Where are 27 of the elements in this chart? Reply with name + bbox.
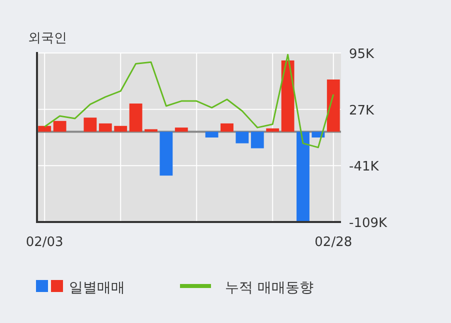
x-tick-label: 02/28	[314, 235, 352, 250]
bar	[205, 132, 218, 138]
y-tick-label: 95K	[349, 47, 375, 62]
chart-title: 외국인	[28, 31, 67, 46]
bar	[220, 123, 234, 132]
line-series	[44, 54, 334, 148]
bar	[53, 120, 66, 132]
bar	[114, 126, 128, 132]
bar	[236, 132, 249, 144]
legend-label: 누적 매매동향	[225, 280, 314, 296]
y-tick-label: 27K	[349, 103, 375, 118]
bar	[281, 60, 294, 132]
bar	[84, 118, 97, 132]
bar	[296, 132, 310, 222]
bar	[250, 132, 264, 148]
y-tick-label: -41K	[349, 160, 380, 175]
bar	[326, 80, 340, 132]
x-tick-label: 02/03	[26, 235, 64, 250]
bar	[160, 132, 173, 176]
bar	[98, 123, 112, 132]
y-tick-label: -109K	[349, 216, 388, 231]
legend-label: 일별매매	[69, 280, 125, 296]
bar	[129, 104, 142, 132]
bar	[266, 128, 280, 132]
bar	[144, 129, 158, 132]
bar	[38, 126, 52, 132]
bar	[174, 128, 188, 132]
